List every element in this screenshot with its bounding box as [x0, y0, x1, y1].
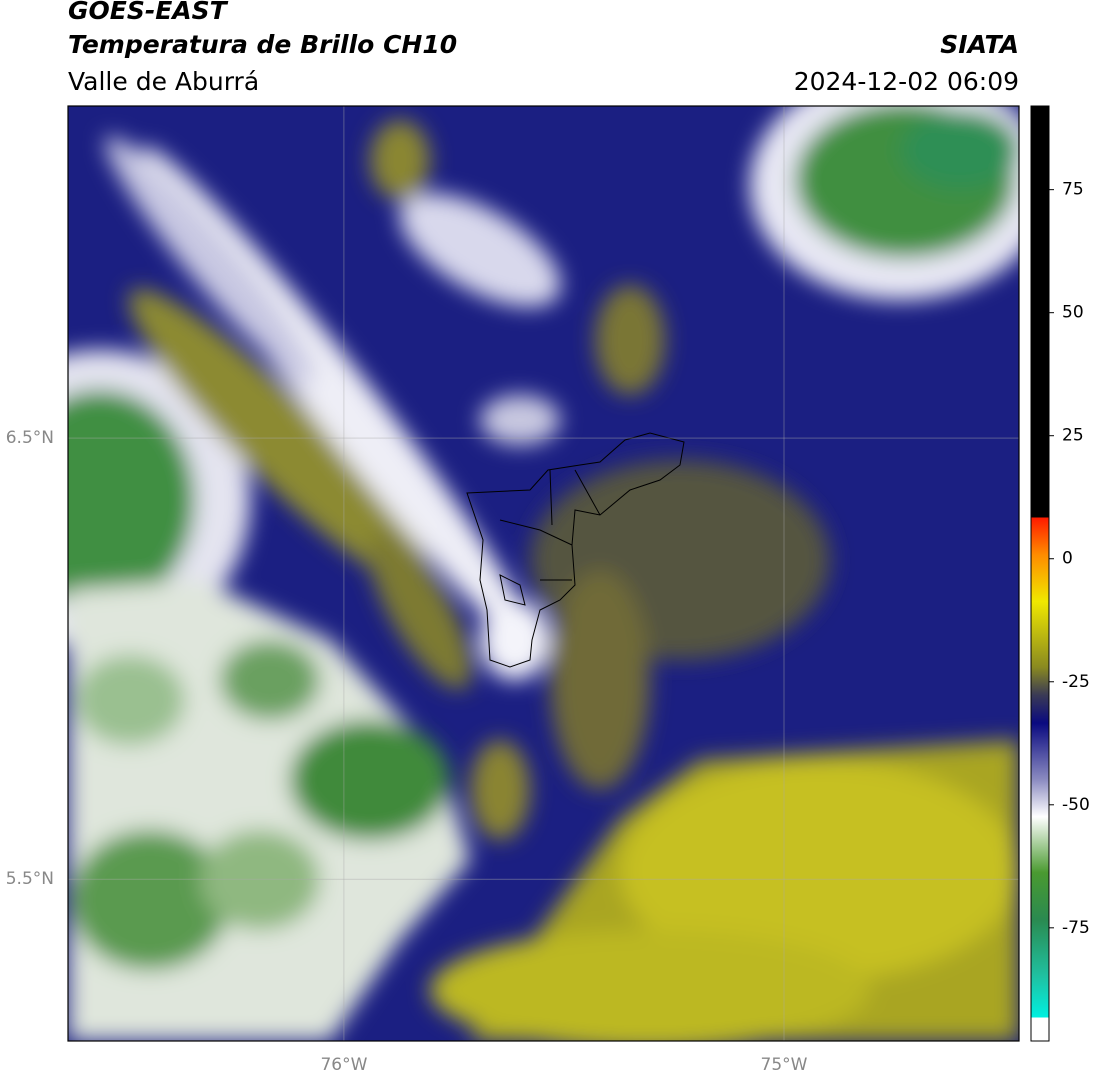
colorbar	[1030, 105, 1050, 1042]
map-frame	[67, 105, 1020, 1042]
satellite-image	[68, 106, 1019, 1041]
colorbar-tick-label: 0	[1062, 549, 1073, 569]
y-tick-label: 5.5°N	[6, 869, 54, 889]
subtitle: Temperatura de Brillo CH10	[68, 30, 457, 59]
y-tick-label: 6.5°N	[6, 428, 54, 448]
title: GOES-EAST	[68, 0, 229, 25]
colorbar-tick-label: 75	[1062, 180, 1084, 200]
colorbar-tick-label: 50	[1062, 303, 1084, 323]
x-tick-label: 76°W	[320, 1055, 367, 1075]
colorbar-tick-label: -25	[1062, 672, 1090, 692]
region: Valle de Aburrá	[68, 67, 259, 96]
colorbar-tick-label: 25	[1062, 426, 1084, 446]
colorbar-tick-label: -75	[1062, 918, 1090, 938]
x-tick-label: 75°W	[761, 1055, 808, 1075]
colorbar-tick-label: -50	[1062, 795, 1090, 815]
basin-outline	[466, 432, 685, 668]
timestamp: 2024-12-02 06:09	[794, 67, 1019, 96]
source: SIATA	[940, 30, 1019, 59]
